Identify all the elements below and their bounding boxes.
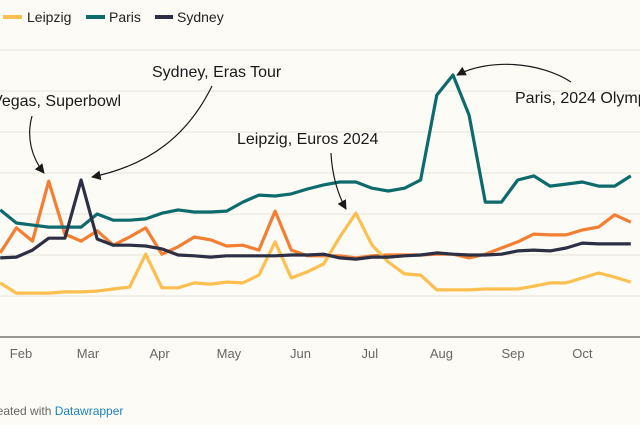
- annotation-eras-tour: Sydney, Eras Tour: [152, 64, 282, 81]
- annotation-euros: Leipzig, Euros 2024: [237, 131, 379, 148]
- annotation-olympics: Paris, 2024 Olympics: [515, 90, 640, 107]
- x-tick-label: May: [217, 346, 242, 361]
- series-line-paris: [0, 73, 632, 229]
- annotations: Las Vegas, Superbowl Sydney, Eras Tour L…: [0, 63, 640, 210]
- series-line-orange: [0, 179, 632, 260]
- series-lines: [0, 73, 632, 295]
- x-tick-label: Oct: [572, 346, 593, 361]
- legend: Leipzig Paris Sydney: [3, 9, 224, 25]
- legend-label: Sydney: [177, 9, 224, 25]
- series-line-leipzig: [0, 211, 632, 295]
- series-line-sydney: [0, 178, 631, 261]
- x-tick-label: Aug: [430, 346, 453, 361]
- legend-item-paris[interactable]: Paris: [86, 9, 141, 25]
- footer-credit: Created with Datawrapper: [0, 404, 123, 418]
- footer-prefix: Created with: [0, 404, 55, 418]
- legend-item-leipzig[interactable]: Leipzig: [3, 9, 71, 25]
- legend-item-sydney[interactable]: Sydney: [155, 9, 224, 25]
- annotation-arrow: [91, 85, 213, 180]
- annotation-superbowl: Las Vegas, Superbowl: [0, 93, 121, 110]
- legend-label: Paris: [109, 9, 141, 25]
- x-tick-label: Mar: [77, 346, 100, 361]
- datawrapper-link[interactable]: Datawrapper: [55, 404, 124, 418]
- x-tick-label: Sep: [501, 346, 524, 361]
- x-tick-label: Feb: [10, 346, 32, 361]
- annotation-arrow: [29, 115, 45, 174]
- x-tick-label: Jun: [290, 346, 311, 361]
- x-tick-label: Jul: [361, 346, 378, 361]
- legend-label: Leipzig: [27, 9, 71, 25]
- gridlines: [0, 49, 640, 297]
- x-axis-ticks: Feb Mar Apr May Jun Jul Aug Sep Oct: [10, 346, 593, 361]
- annotation-arrow: [330, 152, 347, 210]
- annotation-arrow: [456, 63, 572, 83]
- x-tick-label: Apr: [149, 346, 170, 361]
